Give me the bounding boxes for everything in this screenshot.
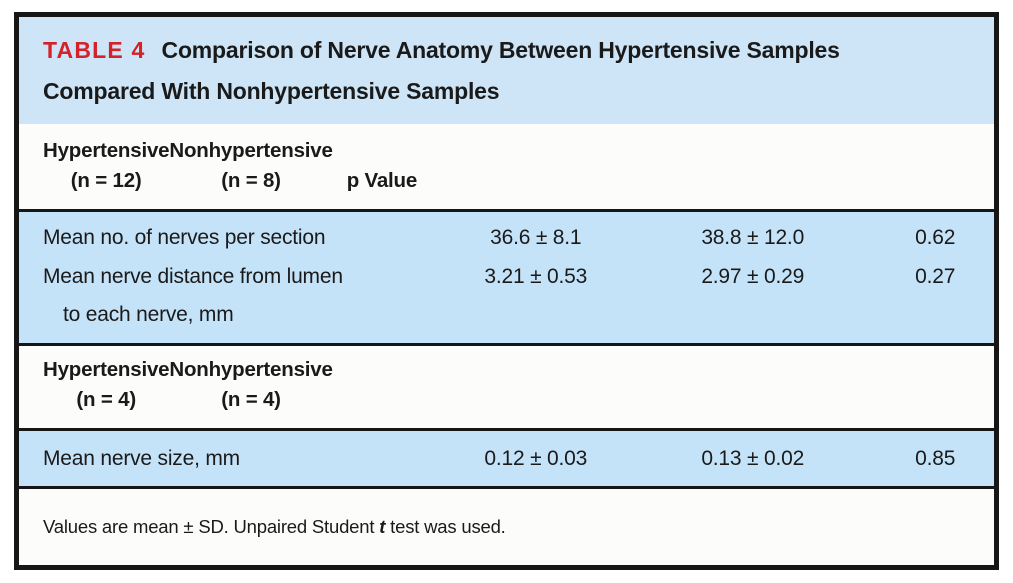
col-header-hypertensive-n4: Hypertensive (n = 4) [43,355,170,415]
data-section-2: Mean nerve size, mm 0.12 ± 0.03 0.13 ± 0… [19,431,994,486]
table-row: Mean no. of nerves per section 36.6 ± 8.… [19,225,994,251]
col-header-name: Hypertensive [43,358,170,381]
col-header-n: (n = 12) [70,169,142,192]
value-nonhypertensive: 0.13 ± 0.02 [701,446,805,470]
col-header-hypertensive-n12: Hypertensive (n = 12) [43,136,170,196]
value-hypertensive: 3.21 ± 0.53 [484,265,588,288]
col-header-p-value: p Value [346,169,418,192]
data-section-1: Mean no. of nerves per section 36.6 ± 8.… [19,212,994,343]
table-4: TABLE 4 Comparison of Nerve Anatomy Betwe… [14,12,999,570]
col-header-name: Nonhypertensive [169,358,333,381]
footnote-text: test was used. [390,516,506,537]
value-hypertensive: 36.6 ± 8.1 [490,226,582,249]
value-nonhypertensive: 2.97 ± 0.29 [701,265,805,288]
footnote-italic-t: t [379,516,386,537]
col-header-name: Nonhypertensive [169,139,333,162]
column-header-row-2: Hypertensive (n = 4) Nonhypertensive (n … [19,346,994,428]
row-label: Mean no. of nerves per section [43,226,326,249]
col-header-nonhypertensive-n4: Nonhypertensive (n = 4) [169,355,333,415]
table-number: TABLE 4 [43,37,146,63]
row-label: Mean nerve size, mm [43,446,240,470]
footnote-text: Values are mean ± SD. Unpaired Student [43,516,375,537]
divider [19,343,994,346]
divider [19,428,994,431]
value-p: 0.62 [915,226,956,249]
divider [19,486,994,489]
value-hypertensive: 0.12 ± 0.03 [484,446,588,470]
table-title-bar: TABLE 4 Comparison of Nerve Anatomy Betwe… [19,17,994,124]
value-nonhypertensive: 38.8 ± 12.0 [701,226,805,249]
table-title-line2: Compared With Nonhypertensive Samples [43,78,500,104]
col-header-n: (n = 4) [221,388,281,411]
col-header-n: (n = 4) [76,388,136,411]
col-header-name: Hypertensive [43,139,170,162]
value-p: 0.27 [915,265,956,288]
row-label-line1: Mean nerve distance from lumen [43,265,343,288]
divider [19,209,994,212]
col-header-n: (n = 8) [221,169,281,192]
table-title-line1: Comparison of Nerve Anatomy Between Hype… [161,37,840,63]
row-label: Mean nerve distance from lumen to each n… [19,264,429,328]
table-footnote: Values are mean ± SD. Unpaired Student t… [19,489,994,565]
table-row: Mean nerve size, mm 0.12 ± 0.03 0.13 ± 0… [19,446,994,472]
column-header-row-1: Hypertensive (n = 12) Nonhypertensive (n… [19,124,994,209]
table-row: Mean nerve distance from lumen to each n… [19,264,994,328]
row-label-line2: to each nerve, mm [63,303,234,326]
col-header-nonhypertensive-n8: Nonhypertensive (n = 8) [169,136,333,196]
value-p: 0.85 [915,446,956,470]
